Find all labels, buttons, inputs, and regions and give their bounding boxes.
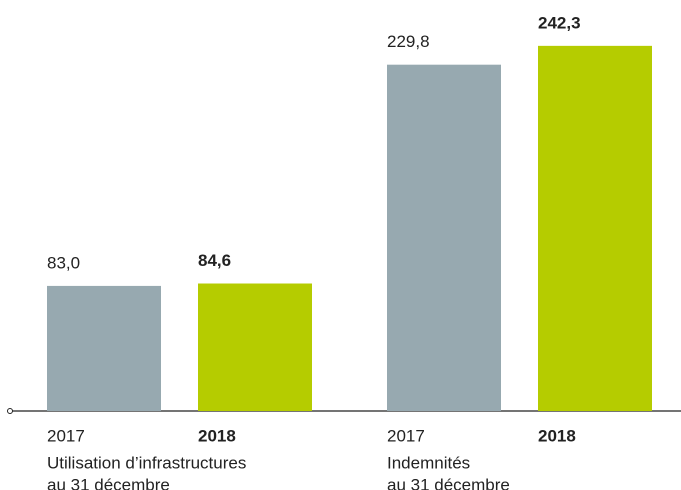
value-label: 84,6 bbox=[198, 251, 231, 270]
value-label: 229,8 bbox=[387, 32, 430, 51]
value-label: 83,0 bbox=[47, 253, 80, 272]
bar bbox=[538, 45, 652, 411]
baseline-marker bbox=[7, 408, 13, 414]
category-label: au 31 décembre bbox=[47, 475, 170, 490]
series-label: 2018 bbox=[538, 426, 576, 445]
bar bbox=[387, 64, 501, 411]
series-label: 2018 bbox=[198, 426, 236, 445]
category-label: Utilisation d’infrastructures bbox=[47, 453, 246, 472]
value-label: 242,3 bbox=[538, 13, 581, 32]
category-label: au 31 décembre bbox=[387, 475, 510, 490]
series-label: 2017 bbox=[387, 426, 425, 445]
bar bbox=[198, 283, 312, 411]
bar bbox=[47, 285, 161, 411]
category-label: Indemnités bbox=[387, 453, 470, 472]
series-label: 2017 bbox=[47, 426, 85, 445]
